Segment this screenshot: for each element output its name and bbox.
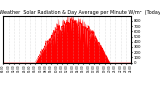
Title: Milwaukee Weather  Solar Radiation & Day Average per Minute W/m²  (Today): Milwaukee Weather Solar Radiation & Day … bbox=[0, 10, 160, 15]
